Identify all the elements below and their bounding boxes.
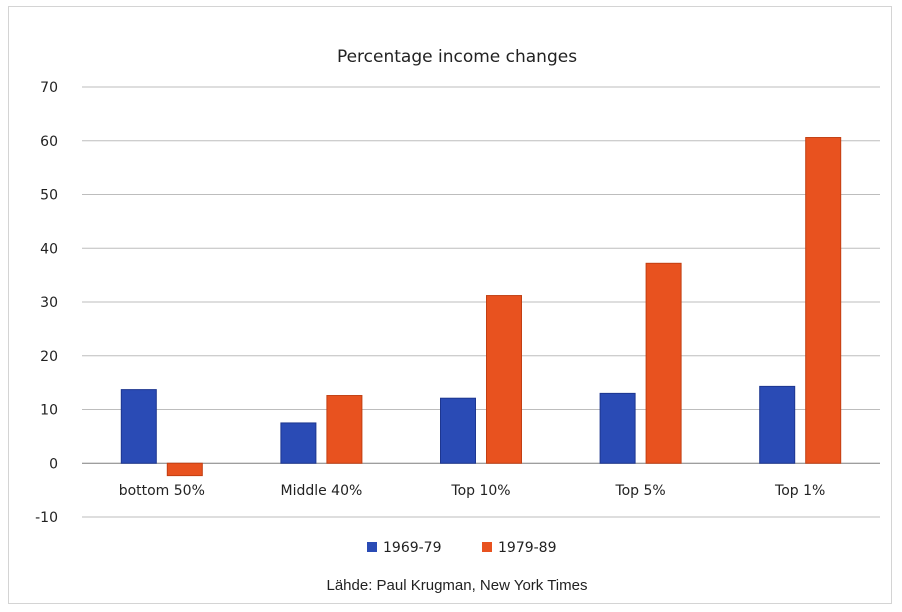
category-label: bottom 50%: [119, 483, 205, 499]
y-tick-label: 70: [40, 80, 58, 96]
bar: [486, 295, 522, 464]
y-tick-label: 40: [40, 241, 58, 257]
y-tick-label: 30: [40, 295, 58, 311]
source-note: Lähde: Paul Krugman, New York Times: [327, 577, 588, 594]
category-label: Top 10%: [450, 483, 510, 499]
legend-label: 1969-79: [383, 540, 442, 556]
legend-swatch: [482, 542, 492, 552]
y-tick-label: 20: [40, 349, 58, 365]
y-tick-label: 60: [40, 134, 58, 150]
chart-frame: [8, 6, 892, 604]
legend-swatch: [367, 542, 377, 552]
chart-title: Percentage income changes: [337, 47, 577, 67]
bar: [440, 397, 476, 464]
legend: 1969-79 1979-89: [367, 540, 557, 556]
bars: [120, 137, 842, 477]
gridlines: [82, 86, 880, 518]
bar: [805, 137, 842, 464]
bar: [326, 395, 363, 464]
bar: [166, 462, 203, 477]
category-label: Top 1%: [774, 483, 825, 499]
bar: [280, 422, 317, 464]
bar: [759, 385, 796, 464]
y-axis-ticks: -10 0 10 20 30 40 50 60 70: [35, 80, 58, 526]
bar: [599, 392, 636, 464]
bar: [645, 262, 682, 464]
category-label: Middle 40%: [280, 483, 362, 499]
category-labels: bottom 50% Middle 40% Top 10% Top 5% Top 1%: [119, 483, 826, 499]
y-tick-label: 0: [49, 456, 58, 472]
y-tick-label: 10: [40, 403, 58, 419]
y-tick-label: 50: [40, 188, 58, 204]
y-tick-label: -10: [35, 510, 58, 526]
category-label: Top 5%: [614, 483, 665, 499]
legend-label: 1979-89: [498, 540, 557, 556]
bar: [120, 389, 157, 464]
